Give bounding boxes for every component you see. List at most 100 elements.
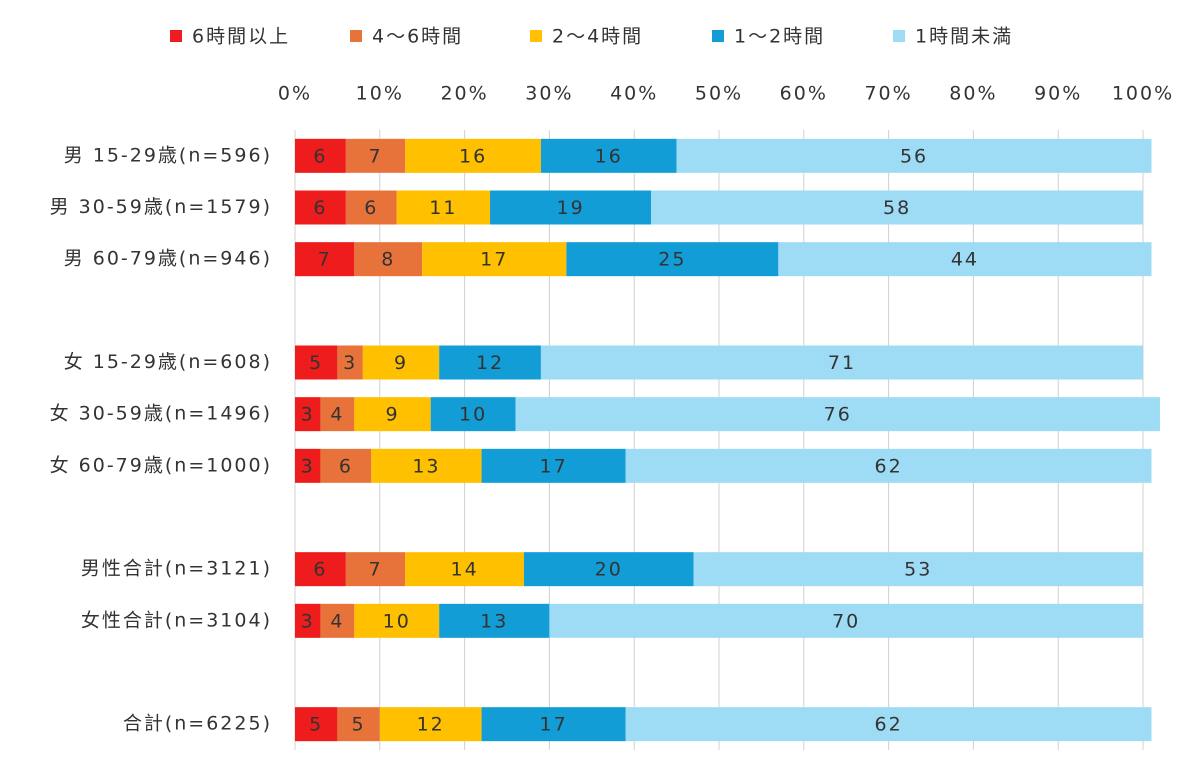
bar-segment <box>549 603 1143 638</box>
x-tick-label: 50% <box>695 83 743 105</box>
data-label: 7 <box>369 559 383 581</box>
legend-swatch <box>350 30 362 42</box>
data-label: 76 <box>824 404 852 426</box>
legend-label: 2〜4時間 <box>552 26 643 48</box>
bar-segment <box>295 345 338 380</box>
bar-segment <box>676 138 1152 173</box>
bar-segment <box>362 345 440 380</box>
y-tick-label: 女 60-79歳(n=1000) <box>50 454 272 476</box>
bar-segment <box>320 603 355 638</box>
data-label: 13 <box>480 610 508 632</box>
bar-segment <box>337 345 363 380</box>
legend-label: 6時間以上 <box>192 26 290 48</box>
bar-segment <box>295 190 346 225</box>
y-tick-label: 男 30-59歳(n=1579) <box>50 196 272 218</box>
bar-segment <box>693 552 1143 587</box>
data-label: 25 <box>658 249 686 271</box>
bar-segment <box>422 242 567 277</box>
bar-segment <box>481 448 626 483</box>
data-label: 17 <box>480 249 508 271</box>
bar-segment <box>405 552 524 587</box>
data-label: 53 <box>904 559 932 581</box>
data-label: 17 <box>540 455 568 477</box>
bar-segment <box>540 345 1143 380</box>
data-label: 58 <box>883 197 911 219</box>
data-label: 71 <box>828 352 856 374</box>
x-tick-label: 60% <box>780 83 828 105</box>
y-tick-label: 女 30-59歳(n=1496) <box>50 403 272 425</box>
x-tick-label: 30% <box>525 83 573 105</box>
y-tick-label: 女性合計(n=3104) <box>81 609 272 631</box>
legend-label: 1〜2時間 <box>734 26 825 48</box>
data-label: 14 <box>451 559 479 581</box>
data-label: 12 <box>417 714 445 736</box>
x-tick-label: 70% <box>864 83 912 105</box>
x-tick-label: 100% <box>1112 83 1174 105</box>
bar-segment <box>439 603 550 638</box>
data-label: 7 <box>369 145 383 167</box>
data-label: 9 <box>385 404 399 426</box>
legend-swatch <box>530 30 542 42</box>
data-label: 17 <box>540 714 568 736</box>
bar-segment <box>354 397 431 432</box>
legend-label: 1時間未満 <box>915 26 1013 48</box>
data-label: 6 <box>364 197 378 219</box>
data-label: 62 <box>875 714 903 736</box>
data-label: 11 <box>429 197 457 219</box>
bar-segment <box>566 242 779 277</box>
data-label: 3 <box>301 455 315 477</box>
bar-segment <box>295 242 355 277</box>
bar-segment <box>523 552 694 587</box>
data-label: 4 <box>330 404 344 426</box>
y-tick-label: 女 15-29歳(n=608) <box>64 351 272 373</box>
data-label: 44 <box>951 249 979 271</box>
bar-segment <box>396 190 491 225</box>
data-label: 6 <box>313 559 327 581</box>
data-label: 3 <box>343 352 357 374</box>
bar-segment <box>405 138 541 173</box>
bar-segment <box>540 138 677 173</box>
legend-swatch <box>170 30 182 42</box>
data-label: 16 <box>595 145 623 167</box>
data-label: 8 <box>381 249 395 271</box>
data-label: 56 <box>900 145 928 167</box>
bar-segment <box>439 345 541 380</box>
bar-segment <box>295 707 338 742</box>
bar-segment <box>345 138 406 173</box>
data-label: 10 <box>459 404 487 426</box>
bar-segment <box>354 242 423 277</box>
bar-segment <box>778 242 1152 277</box>
data-label: 10 <box>383 610 411 632</box>
data-label: 9 <box>394 352 408 374</box>
data-label: 6 <box>313 197 327 219</box>
legend-swatch <box>893 30 905 42</box>
bar-segment <box>625 448 1152 483</box>
bar-segment <box>295 397 321 432</box>
bar-segment <box>625 707 1152 742</box>
x-tick-label: 20% <box>440 83 488 105</box>
data-label: 12 <box>476 352 504 374</box>
legend-label: 4〜6時間 <box>372 26 463 48</box>
data-label: 3 <box>301 404 315 426</box>
bar-segment <box>295 448 321 483</box>
data-label: 6 <box>313 145 327 167</box>
y-tick-label: 男 15-29歳(n=596) <box>64 144 272 166</box>
data-label: 4 <box>330 610 344 632</box>
bar-segment <box>320 397 355 432</box>
data-label: 16 <box>459 145 487 167</box>
data-label: 20 <box>595 559 623 581</box>
data-label: 6 <box>339 455 353 477</box>
bar-segment <box>371 448 482 483</box>
bar-segment <box>515 397 1160 432</box>
data-label: 5 <box>309 352 323 374</box>
bar-segment <box>430 397 516 432</box>
data-label: 62 <box>875 455 903 477</box>
data-label: 13 <box>412 455 440 477</box>
bar-segment <box>345 190 397 225</box>
bar-segment <box>295 138 346 173</box>
bar-segment <box>345 552 406 587</box>
data-label: 5 <box>352 714 366 736</box>
bar-segment <box>295 552 346 587</box>
data-label: 3 <box>301 610 315 632</box>
x-tick-label: 80% <box>949 83 997 105</box>
